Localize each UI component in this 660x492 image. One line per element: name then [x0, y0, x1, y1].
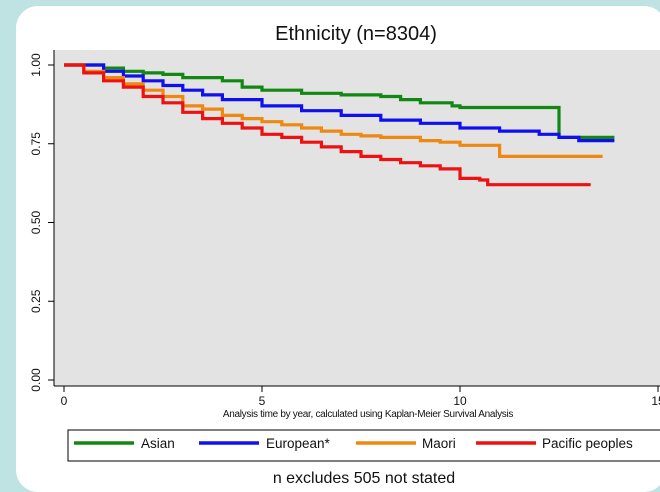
series-line-0 [64, 63, 615, 139]
series-line-3 [64, 63, 591, 187]
legend-label-0: Asian [141, 436, 175, 451]
x-tick-label: 10 [453, 394, 467, 408]
chart: Ethnicity (n=8304) 0.000.250.500.751.000… [29, 23, 660, 487]
legend-box [67, 429, 660, 462]
x-tick-label: 15 [651, 394, 660, 408]
series-lines [64, 63, 615, 187]
plot-area [54, 50, 660, 386]
y-tick-label: 0.75 [29, 132, 43, 156]
legend: Asian European* Maori Pacific peoples [67, 429, 660, 462]
y-tick-label: 0.50 [29, 210, 43, 234]
series-line-1 [64, 63, 615, 143]
x-tick-label: 0 [61, 394, 68, 408]
legend-label-2: Maori [422, 436, 456, 451]
y-tick-label: 0.00 [29, 368, 43, 392]
chart-title: Ethnicity (n=8304) [275, 23, 437, 45]
footnote: n excludes 505 not stated [273, 470, 455, 487]
legend-label-3: Pacific peoples [542, 436, 633, 451]
chart-card: Ethnicity (n=8304) 0.00 0.25 0.50 0.75 1.00 0… [16, 6, 660, 492]
x-axis-label: Analysis time by year, calculated using … [223, 409, 514, 420]
y-tick-label: 0.25 [29, 289, 43, 313]
legend-label-1: European* [266, 436, 331, 451]
axes: 0.00 0.25 0.50 0.75 1.00 0 5 10 15 Analysis time … [29, 50, 660, 420]
y-tick-label: 1.00 [29, 53, 43, 77]
x-tick-label: 5 [259, 394, 266, 408]
